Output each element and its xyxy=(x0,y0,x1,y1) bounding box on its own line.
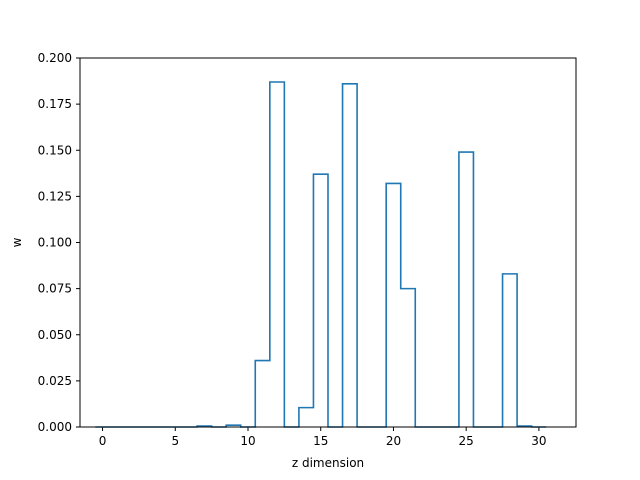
plot-frame xyxy=(79,57,577,428)
x-tick-label: 5 xyxy=(171,434,179,448)
x-tick-label: 30 xyxy=(531,434,546,448)
x-tick-label: 20 xyxy=(386,434,401,448)
y-axis-ticks: 0.000 0.025 0.050 0.075 0.100 0.125 0.150 0.175… xyxy=(38,51,80,434)
y-tick-label: 0.000 xyxy=(38,420,72,434)
x-tick-label: 25 xyxy=(459,434,474,448)
y-tick-label: 0.100 xyxy=(38,236,72,250)
y-tick-label: 0.075 xyxy=(38,282,72,296)
series-step-line xyxy=(95,81,547,428)
y-tick-label: 0.200 xyxy=(38,51,72,65)
y-tick-label: 0.150 xyxy=(38,143,72,157)
y-tick-label: 0.175 xyxy=(38,97,72,111)
y-tick-label: 0.050 xyxy=(38,328,72,342)
y-tick-label: 0.025 xyxy=(38,374,72,388)
y-axis-label: w xyxy=(10,237,24,247)
y-tick-label: 0.125 xyxy=(38,189,72,203)
x-axis-ticks: 0 5 10 15 20 25 30 xyxy=(99,427,547,448)
x-axis-label: z dimension xyxy=(292,456,364,470)
x-tick-label: 0 xyxy=(99,434,107,448)
x-tick-label: 15 xyxy=(313,434,328,448)
x-tick-label: 10 xyxy=(240,434,255,448)
